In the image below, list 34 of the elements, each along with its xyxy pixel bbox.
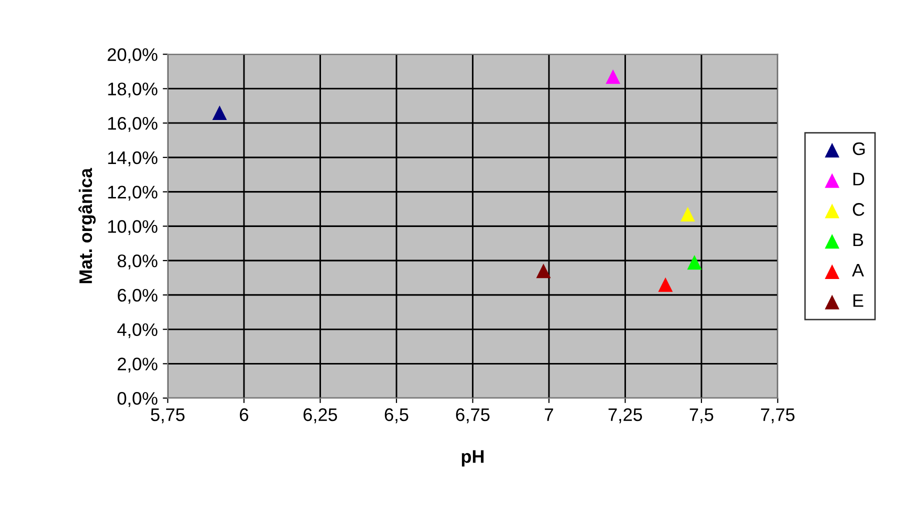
y-axis-title: Mat. orgânica xyxy=(78,168,96,284)
point xyxy=(680,206,696,222)
y-tick-label: 6,0% xyxy=(118,288,158,304)
y-tick-label: 16,0% xyxy=(108,116,158,132)
x-tick-label: 7 xyxy=(544,408,554,421)
point xyxy=(212,105,227,120)
y-tick-label: 10,0% xyxy=(108,220,158,236)
x-tick-label: 5,75 xyxy=(150,408,185,424)
y-tick-label: 8,0% xyxy=(118,254,158,270)
point xyxy=(687,255,702,270)
point xyxy=(606,69,620,84)
y-tick-label: 14,0% xyxy=(108,151,158,166)
x-tick-label: 6,5 xyxy=(384,408,408,424)
x-tick-label: 6 xyxy=(240,408,248,422)
x-axis-title: pH xyxy=(462,450,484,466)
y-tick-label: 2,0% xyxy=(118,358,158,373)
y-tick-label: 4,0% xyxy=(117,323,158,338)
point xyxy=(536,264,551,278)
legend-label: A xyxy=(852,264,864,276)
x-tick-label: 7,25 xyxy=(608,408,642,424)
y-tick-label: 0,0% xyxy=(118,392,158,407)
x-tick-label: 7,75 xyxy=(761,408,795,424)
legend-label: B xyxy=(853,234,864,246)
legend-label: C xyxy=(852,203,864,216)
legend-label: E xyxy=(853,294,864,307)
legend-label: G xyxy=(852,142,865,156)
x-tick-label: 6,75 xyxy=(456,408,490,424)
y-tick-label: 18,0% xyxy=(108,82,158,98)
y-tick-label: 12,0% xyxy=(108,186,158,201)
y-tick-label: 20,0% xyxy=(108,48,158,64)
x-tick-label: 6,25 xyxy=(304,408,338,424)
x-tick-label: 7,5 xyxy=(690,408,714,424)
legend-label: D xyxy=(853,172,864,186)
point xyxy=(658,277,673,292)
